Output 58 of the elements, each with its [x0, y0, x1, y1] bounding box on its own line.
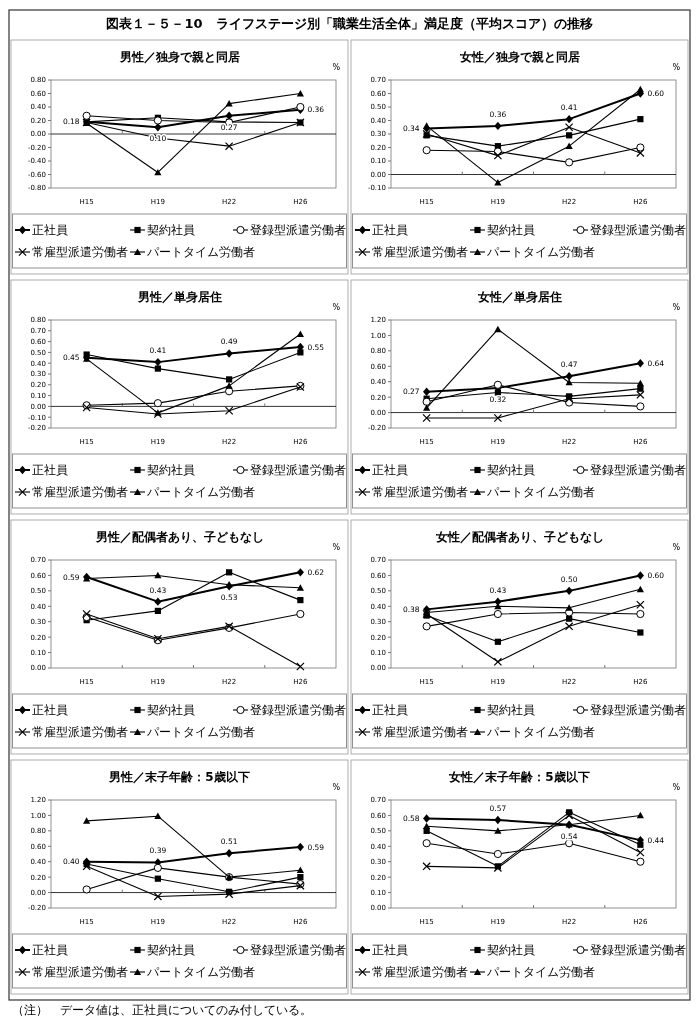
legend-label: 契約社員	[487, 703, 535, 718]
legend-label: 契約社員	[487, 463, 535, 478]
chart-title: 男性／配偶者あり、子どもなし	[94, 530, 264, 544]
legend-label: 常雇型派遣労働者	[32, 485, 128, 500]
legend-label: 契約社員	[147, 463, 195, 478]
legend-label: 契約社員	[487, 943, 535, 958]
legend-label: 契約社員	[147, 223, 195, 238]
legend-label: 登録型派遣労働者	[250, 223, 346, 238]
chart-title: 男性／単身居住	[136, 290, 222, 304]
legend-label: 正社員	[372, 703, 408, 718]
legend-label: 契約社員	[147, 703, 195, 718]
legend-label: 正社員	[372, 223, 408, 238]
legend-label: 常雇型派遣労働者	[372, 245, 468, 260]
legend-label: パートタイム労働者	[486, 725, 595, 740]
legend-label: 常雇型派遣労働者	[372, 725, 468, 740]
chart-title: 男性／独身で親と同居	[118, 50, 240, 64]
legend-label: 登録型派遣労働者	[590, 703, 686, 718]
legend-label: 常雇型派遣労働者	[32, 965, 128, 980]
legend-label: パートタイム労働者	[486, 965, 595, 980]
chart-title: 女性／独身で親と同居	[458, 50, 580, 64]
y-axis-title: %	[672, 543, 681, 552]
legend-label: 常雇型派遣労働者	[372, 965, 468, 980]
legend-label: 登録型派遣労働者	[590, 943, 686, 958]
legend-label: 正社員	[32, 703, 68, 718]
y-axis-title: %	[332, 543, 341, 552]
y-axis-title: %	[332, 303, 341, 312]
legend-label: 登録型派遣労働者	[250, 703, 346, 718]
legend-label: 契約社員	[487, 223, 535, 238]
y-axis-title: %	[672, 303, 681, 312]
legend-label: パートタイム労働者	[486, 245, 595, 260]
legend-label: 常雇型派遣労働者	[32, 245, 128, 260]
legend-label: 登録型派遣労働者	[250, 943, 346, 958]
text: 図表１－５－10 ライフステージ別「職業生活全体」満足度（平均スコア）の推移	[106, 16, 593, 31]
y-axis-title: %	[332, 63, 341, 72]
legend-label: 正社員	[372, 463, 408, 478]
chart-title: 男性／末子年齢：5歳以下	[108, 770, 250, 784]
legend-label: 常雇型派遣労働者	[32, 725, 128, 740]
legend-label: 登録型派遣労働者	[250, 463, 346, 478]
legend-label: 登録型派遣労働者	[590, 223, 686, 238]
legend-label: 契約社員	[147, 943, 195, 958]
legend-label: パートタイム労働者	[146, 725, 255, 740]
y-axis-title: %	[672, 63, 681, 72]
legend-label: パートタイム労働者	[486, 485, 595, 500]
chart-title: 女性／配偶者あり、子どもなし	[434, 530, 604, 544]
y-axis-title: %	[332, 783, 341, 792]
legend-label: 正社員	[32, 223, 68, 238]
legend-label: 正社員	[372, 943, 408, 958]
legend-label: パートタイム労働者	[146, 245, 255, 260]
chart-title: 女性／単身居住	[476, 290, 562, 304]
legend-label: パートタイム労働者	[146, 485, 255, 500]
legend-label: 正社員	[32, 943, 68, 958]
legend-label: 登録型派遣労働者	[590, 463, 686, 478]
legend-label: 常雇型派遣労働者	[372, 485, 468, 500]
y-axis-title: %	[672, 783, 681, 792]
legend-label: 正社員	[32, 463, 68, 478]
legend-label: パートタイム労働者	[146, 965, 255, 980]
text: （注） データ値は、正社員についてのみ付している。	[12, 1003, 312, 1017]
chart-title: 女性／末子年齢：5歳以下	[448, 770, 590, 784]
